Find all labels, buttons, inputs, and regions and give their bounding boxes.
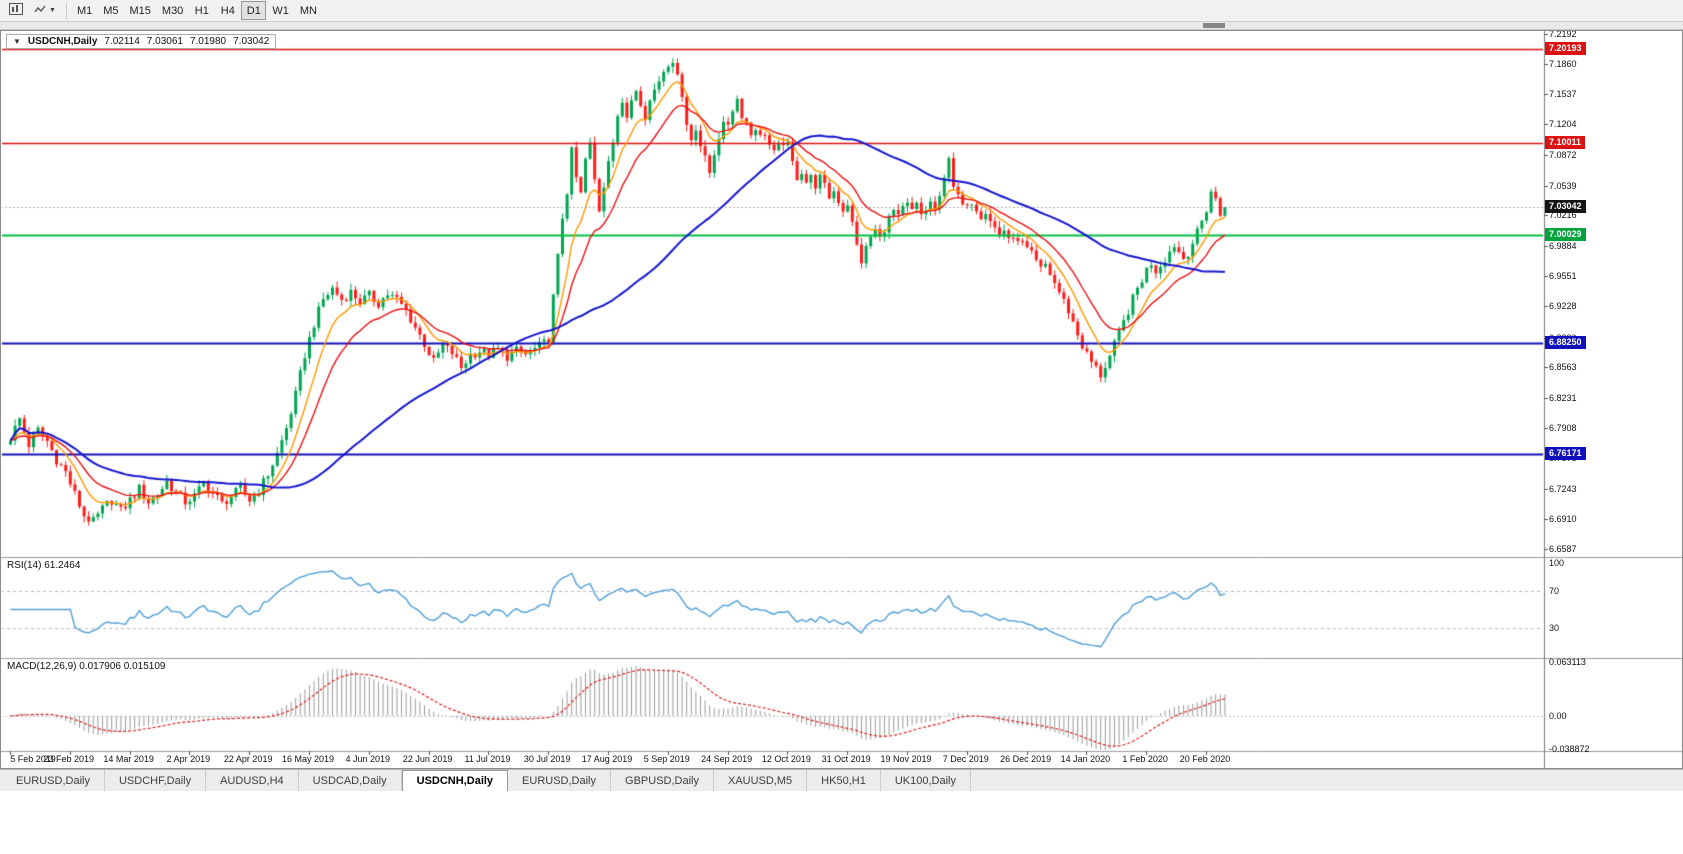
price-axis-label: 6.8231 bbox=[1549, 392, 1577, 403]
price-level-tag: 7.20193 bbox=[1545, 42, 1586, 56]
rsi-axis-label: 70 bbox=[1549, 585, 1560, 596]
date-axis-label: 5 Sep 2019 bbox=[643, 754, 690, 764]
chart-tab-audusd-h4[interactable]: AUDUSD,H4 bbox=[206, 770, 299, 791]
date-axis-label: 14 Mar 2019 bbox=[103, 754, 154, 764]
chart-window-icon bbox=[8, 3, 23, 18]
date-axis-label: 23 Feb 2019 bbox=[43, 754, 95, 764]
timeframe-button-h4[interactable]: H4 bbox=[215, 1, 240, 20]
price-axis-label: 7.2192 bbox=[1549, 30, 1577, 39]
price-level-tag: 6.76171 bbox=[1545, 447, 1586, 461]
chart-tab-usdcnh-daily[interactable]: USDCNH,Daily bbox=[401, 770, 509, 791]
chart-scrollbar-thumb[interactable] bbox=[1203, 23, 1225, 28]
timeframe-button-w1[interactable]: W1 bbox=[267, 1, 294, 20]
timeframe-button-m15[interactable]: M15 bbox=[125, 1, 156, 20]
chart-tab-eurusd-daily[interactable]: EURUSD,Daily bbox=[2, 770, 105, 791]
date-axis-label: 24 Sep 2019 bbox=[701, 754, 753, 764]
timeframe-button-h1[interactable]: H1 bbox=[189, 1, 214, 20]
price-axis-label: 6.9551 bbox=[1549, 271, 1577, 282]
chart-tab-bar: EURUSD,Daily USDCHF,Daily AUDUSD,H4 USDCAD,… bbox=[0, 769, 1683, 791]
price-level-tag: 7.10011 bbox=[1545, 136, 1586, 150]
macd-axis-label: 0.00 bbox=[1549, 710, 1567, 721]
toolbar-separator bbox=[65, 2, 67, 19]
price-axis-label: 6.7243 bbox=[1549, 483, 1577, 494]
price-axis-label: 7.0539 bbox=[1549, 180, 1577, 191]
ohlc-low-value: 7.01980 bbox=[189, 36, 227, 47]
date-axis-label: 12 Oct 2019 bbox=[761, 754, 811, 764]
timeframe-button-m1[interactable]: M1 bbox=[72, 1, 97, 20]
date-axis-label: 19 Nov 2019 bbox=[880, 754, 932, 764]
chart-horizontal-scrollbar[interactable] bbox=[0, 22, 1683, 30]
date-axis-label: 30 Jul 2019 bbox=[523, 754, 571, 764]
timeframe-button-mn[interactable]: MN bbox=[295, 1, 322, 20]
ohlc-close-value: 7.03042 bbox=[233, 36, 270, 47]
price-axis-label: 7.1537 bbox=[1549, 88, 1577, 99]
timeframe-button-m5[interactable]: M5 bbox=[98, 1, 123, 20]
price-level-tag: 6.88250 bbox=[1545, 336, 1586, 350]
timeframe-button-d1[interactable]: D1 bbox=[241, 1, 267, 20]
chart-tab-xauusd-m5[interactable]: XAUUSD,M5 bbox=[713, 770, 808, 791]
chart-tab-gbpusd-daily[interactable]: GBPUSD,Daily bbox=[611, 770, 714, 791]
chart-window: ▼ USDCNH,Daily 7.02114 7.03061 7.01980 7… bbox=[0, 30, 1683, 769]
chart-tab-uk100-daily[interactable]: UK100,Daily bbox=[880, 770, 971, 791]
timeframe-toolbar: M1 M5 M15 M30 H1 H4 D1 W1 MN bbox=[72, 1, 322, 20]
date-axis-label: 26 Dec 2019 bbox=[1000, 754, 1052, 764]
price-level-tag: 7.00029 bbox=[1545, 227, 1586, 241]
price-axis-label: 6.9884 bbox=[1549, 240, 1577, 251]
price-axis-label: 6.7908 bbox=[1549, 422, 1577, 433]
collapse-triangle-icon[interactable]: ▼ bbox=[13, 37, 21, 46]
rsi-axis-label: 100 bbox=[1549, 558, 1565, 568]
date-axis-label: 20 Feb 2020 bbox=[1179, 754, 1231, 764]
date-axis-label: 2 Apr 2019 bbox=[166, 754, 211, 764]
macd-indicator-label: MACD(12,26,9) 0.017906 0.015109 bbox=[7, 661, 166, 672]
rsi-axis-label: 30 bbox=[1549, 623, 1560, 634]
chart-tab-usdcad-daily[interactable]: USDCAD,Daily bbox=[298, 770, 402, 791]
price-axis-label: 7.1204 bbox=[1549, 119, 1577, 130]
price-axis-label: 7.0872 bbox=[1549, 149, 1577, 160]
cursor-tool-dropdown-icon bbox=[34, 4, 47, 18]
date-axis-label: 14 Jan 2020 bbox=[1060, 754, 1111, 764]
date-axis-label: 31 Oct 2019 bbox=[821, 754, 871, 764]
chart-tab-eurusd-daily[interactable]: EURUSD,Daily bbox=[508, 770, 612, 791]
timeframe-button-m30[interactable]: M30 bbox=[157, 1, 188, 20]
chart-title: ▼ USDCNH,Daily 7.02114 7.03061 7.01980 7… bbox=[6, 34, 277, 49]
ohlc-open-value: 7.02114 bbox=[104, 36, 140, 47]
chart-window-button[interactable] bbox=[3, 1, 28, 20]
ohlc-high-value: 7.03061 bbox=[146, 36, 183, 47]
price-chart-canvas[interactable] bbox=[1, 31, 1682, 768]
price-level-tag: 7.03042 bbox=[1545, 200, 1586, 214]
price-axis-label: 6.6587 bbox=[1549, 543, 1577, 554]
chart-symbol-label: USDCNH,Daily bbox=[27, 36, 98, 47]
chart-tab-hk50-h1[interactable]: HK50,H1 bbox=[807, 770, 881, 791]
price-axis-label: 7.0216 bbox=[1549, 210, 1577, 221]
date-axis-label: 22 Jun 2019 bbox=[402, 754, 453, 764]
price-axis-label: 6.6910 bbox=[1549, 514, 1577, 525]
macd-axis-label: -0.038872 bbox=[1549, 744, 1590, 754]
price-axis-label: 7.1860 bbox=[1549, 59, 1577, 70]
bottom-filler bbox=[0, 791, 1683, 854]
date-axis-label: 7 Dec 2019 bbox=[942, 754, 989, 764]
chevron-down-icon: ▼ bbox=[49, 7, 56, 14]
top-toolbar: ▼ M1 M5 M15 M30 H1 H4 D1 W1 MN bbox=[0, 0, 1683, 22]
cursor-tool-dropdown-button[interactable]: ▼ bbox=[29, 1, 61, 20]
chart-overlays: ▼ USDCNH,Daily 7.02114 7.03061 7.01980 7… bbox=[1, 31, 1682, 768]
date-axis-label: 5 Feb 2019 bbox=[10, 754, 56, 764]
price-axis-label: 6.9228 bbox=[1549, 301, 1577, 312]
chart-tab-usdchf-daily[interactable]: USDCHF,Daily bbox=[104, 770, 207, 791]
date-axis-label: 16 May 2019 bbox=[281, 754, 335, 764]
date-axis-label: 11 Jul 2019 bbox=[464, 754, 511, 764]
rsi-indicator-label: RSI(14) 61.2464 bbox=[7, 560, 81, 571]
date-axis-label: 1 Feb 2020 bbox=[1122, 754, 1168, 764]
date-axis-label: 22 Apr 2019 bbox=[223, 754, 273, 764]
date-axis-label: 4 Jun 2019 bbox=[345, 754, 391, 764]
date-axis-label: 17 Aug 2019 bbox=[581, 754, 633, 764]
macd-axis-label: 0.063113 bbox=[1549, 657, 1586, 667]
price-axis-label: 6.8563 bbox=[1549, 362, 1577, 373]
